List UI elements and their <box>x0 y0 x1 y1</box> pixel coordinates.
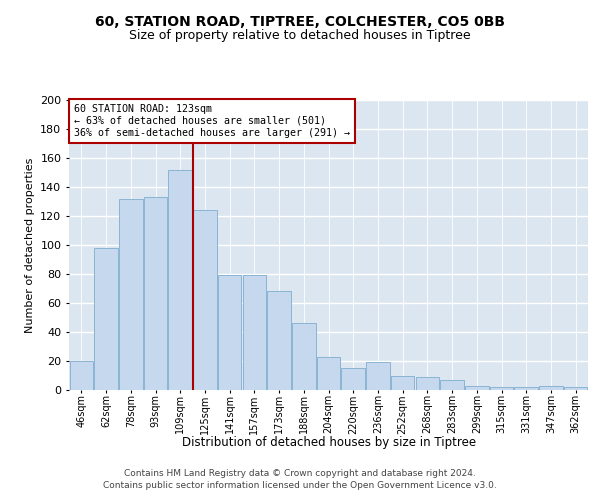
Bar <box>119 198 143 390</box>
Bar <box>268 292 291 390</box>
Text: Contains public sector information licensed under the Open Government Licence v3: Contains public sector information licen… <box>103 480 497 490</box>
Bar <box>94 248 118 390</box>
Bar <box>70 361 93 390</box>
Text: Size of property relative to detached houses in Tiptree: Size of property relative to detached ho… <box>129 28 471 42</box>
Bar <box>440 380 464 390</box>
Bar <box>514 387 538 390</box>
Text: Distribution of detached houses by size in Tiptree: Distribution of detached houses by size … <box>182 436 476 449</box>
Bar <box>193 210 217 390</box>
Bar <box>366 362 389 390</box>
Bar <box>564 387 587 390</box>
Bar <box>539 386 563 390</box>
Bar <box>490 387 513 390</box>
Bar <box>218 276 241 390</box>
Y-axis label: Number of detached properties: Number of detached properties <box>25 158 35 332</box>
Bar <box>144 197 167 390</box>
Bar <box>465 386 488 390</box>
Bar <box>341 368 365 390</box>
Text: 60 STATION ROAD: 123sqm
← 63% of detached houses are smaller (501)
36% of semi-d: 60 STATION ROAD: 123sqm ← 63% of detache… <box>74 104 350 138</box>
Bar <box>416 377 439 390</box>
Text: Contains HM Land Registry data © Crown copyright and database right 2024.: Contains HM Land Registry data © Crown c… <box>124 470 476 478</box>
Bar <box>292 324 316 390</box>
Bar <box>317 356 340 390</box>
Text: 60, STATION ROAD, TIPTREE, COLCHESTER, CO5 0BB: 60, STATION ROAD, TIPTREE, COLCHESTER, C… <box>95 16 505 30</box>
Bar <box>169 170 192 390</box>
Bar <box>391 376 415 390</box>
Bar <box>242 276 266 390</box>
